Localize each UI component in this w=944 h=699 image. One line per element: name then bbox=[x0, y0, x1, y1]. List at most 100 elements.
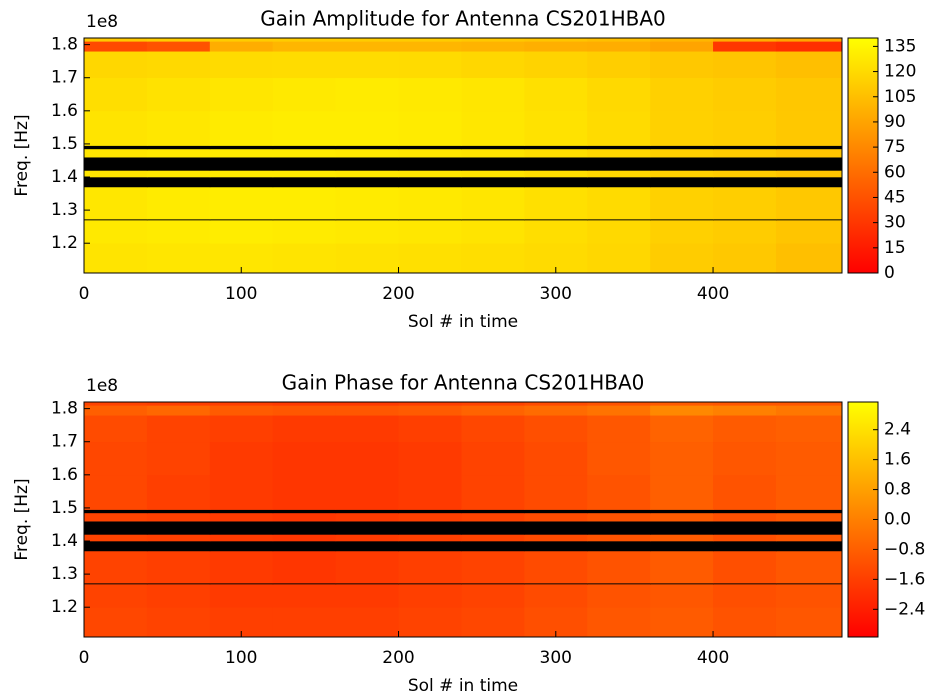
heatmap-cell bbox=[713, 148, 777, 158]
heatmap-cell bbox=[775, 219, 843, 221]
heatmap-cell bbox=[335, 157, 400, 171]
heatmap-cell bbox=[587, 550, 651, 584]
heatmap-cell bbox=[713, 541, 777, 552]
heatmap-cell bbox=[146, 584, 211, 608]
y-tick-label: 1.7 bbox=[51, 68, 78, 88]
heatmap-cell bbox=[587, 607, 651, 638]
heatmap-cell bbox=[272, 145, 337, 150]
heatmap-cell bbox=[775, 541, 843, 552]
heatmap-cell bbox=[587, 157, 651, 171]
heatmap-cell bbox=[398, 534, 462, 542]
heatmap-cell bbox=[650, 584, 714, 608]
heatmap-cell bbox=[272, 148, 337, 158]
heatmap-cell bbox=[272, 607, 337, 638]
y-tick-label: 1.4 bbox=[51, 531, 78, 551]
heatmap-cell bbox=[587, 441, 651, 476]
heatmap-cell bbox=[461, 110, 525, 146]
heatmap-cell bbox=[587, 512, 651, 522]
heatmap-cell bbox=[775, 41, 843, 52]
heatmap-cell bbox=[272, 177, 337, 188]
heatmap-cell bbox=[272, 534, 337, 542]
heatmap-cell bbox=[84, 220, 148, 244]
heatmap-cell bbox=[775, 243, 843, 274]
colorbar bbox=[847, 37, 879, 274]
heatmap-cell bbox=[713, 474, 777, 510]
heatmap-cell bbox=[461, 541, 525, 552]
heatmap-cell bbox=[775, 441, 843, 476]
heatmap-cell bbox=[713, 405, 777, 416]
heatmap-cell bbox=[209, 157, 274, 171]
heatmap-cell bbox=[209, 441, 274, 476]
heatmap-cell bbox=[84, 170, 148, 178]
heatmap-cell bbox=[84, 41, 148, 52]
heatmap-cell bbox=[524, 402, 588, 406]
y-offset-text: 1e8 bbox=[86, 12, 118, 32]
heatmap-cell bbox=[209, 521, 274, 535]
heatmap-cell bbox=[650, 51, 714, 79]
heatmap-cell bbox=[587, 541, 651, 552]
heatmap-cell bbox=[650, 145, 714, 150]
colorbar-tick-label: 1.6 bbox=[884, 450, 911, 470]
heatmap-cell bbox=[524, 550, 588, 584]
heatmap-cell bbox=[775, 77, 843, 112]
heatmap-cell bbox=[146, 541, 211, 552]
heatmap-cell bbox=[524, 170, 588, 178]
heatmap-cell bbox=[209, 170, 274, 178]
heatmap-cell bbox=[209, 584, 274, 608]
heatmap-cell bbox=[461, 415, 525, 443]
heatmap-cell bbox=[146, 170, 211, 178]
heatmap-cell bbox=[146, 415, 211, 443]
heatmap-cell bbox=[209, 110, 274, 146]
heatmap-cell bbox=[461, 509, 525, 514]
heatmap-cell bbox=[272, 402, 337, 406]
heatmap-cell bbox=[272, 583, 337, 585]
heatmap-cell bbox=[272, 405, 337, 416]
x-tick-label: 200 bbox=[382, 648, 414, 668]
heatmap-cell bbox=[587, 219, 651, 221]
heatmap-cell bbox=[146, 583, 211, 585]
heatmap-cell bbox=[146, 177, 211, 188]
heatmap-cell bbox=[775, 509, 843, 514]
heatmap-cell bbox=[775, 405, 843, 416]
heatmap-cell bbox=[209, 219, 274, 221]
heatmap-cell bbox=[713, 521, 777, 535]
heatmap-cell bbox=[713, 243, 777, 274]
heatmap-cell bbox=[775, 415, 843, 443]
heatmap-cell bbox=[84, 550, 148, 584]
heatmap-cell bbox=[461, 38, 525, 42]
colorbar-tick-label: 60 bbox=[884, 162, 906, 182]
heatmap-cell bbox=[209, 220, 274, 244]
colorbar-tick-label: −2.4 bbox=[884, 599, 925, 619]
x-tick-label: 400 bbox=[697, 284, 729, 304]
heatmap-cell bbox=[775, 512, 843, 522]
colorbar-tick-label: 15 bbox=[884, 238, 906, 258]
heatmap-cell bbox=[84, 512, 148, 522]
y-tick-label: 1.7 bbox=[51, 432, 78, 452]
heatmap-cell bbox=[713, 177, 777, 188]
heatmap-cell bbox=[524, 145, 588, 150]
heatmap-cell bbox=[146, 148, 211, 158]
heatmap-cell bbox=[84, 521, 148, 535]
heatmap-cell bbox=[587, 584, 651, 608]
heatmap-cell bbox=[587, 51, 651, 79]
heatmap-cell bbox=[524, 405, 588, 416]
heatmap-cell bbox=[84, 177, 148, 188]
heatmap-cell bbox=[650, 441, 714, 476]
plot-frame bbox=[83, 401, 843, 638]
heatmap-cell bbox=[713, 220, 777, 244]
heatmap-cell bbox=[650, 415, 714, 443]
heatmap-cell bbox=[209, 534, 274, 542]
x-tick-label: 200 bbox=[382, 284, 414, 304]
heatmap-cell bbox=[398, 148, 462, 158]
colorbar-tick-label: 0 bbox=[884, 263, 895, 283]
heatmap-cell bbox=[84, 534, 148, 542]
heatmap-cell bbox=[335, 148, 400, 158]
heatmap-cell bbox=[272, 77, 337, 112]
heatmap-cell bbox=[146, 474, 211, 510]
y-tick-label: 1.8 bbox=[51, 399, 78, 419]
heatmap-cell bbox=[650, 534, 714, 542]
x-tick-label: 0 bbox=[79, 284, 90, 304]
heatmap-cell bbox=[146, 38, 211, 42]
heatmap-cell bbox=[650, 38, 714, 42]
heatmap-cell bbox=[272, 509, 337, 514]
